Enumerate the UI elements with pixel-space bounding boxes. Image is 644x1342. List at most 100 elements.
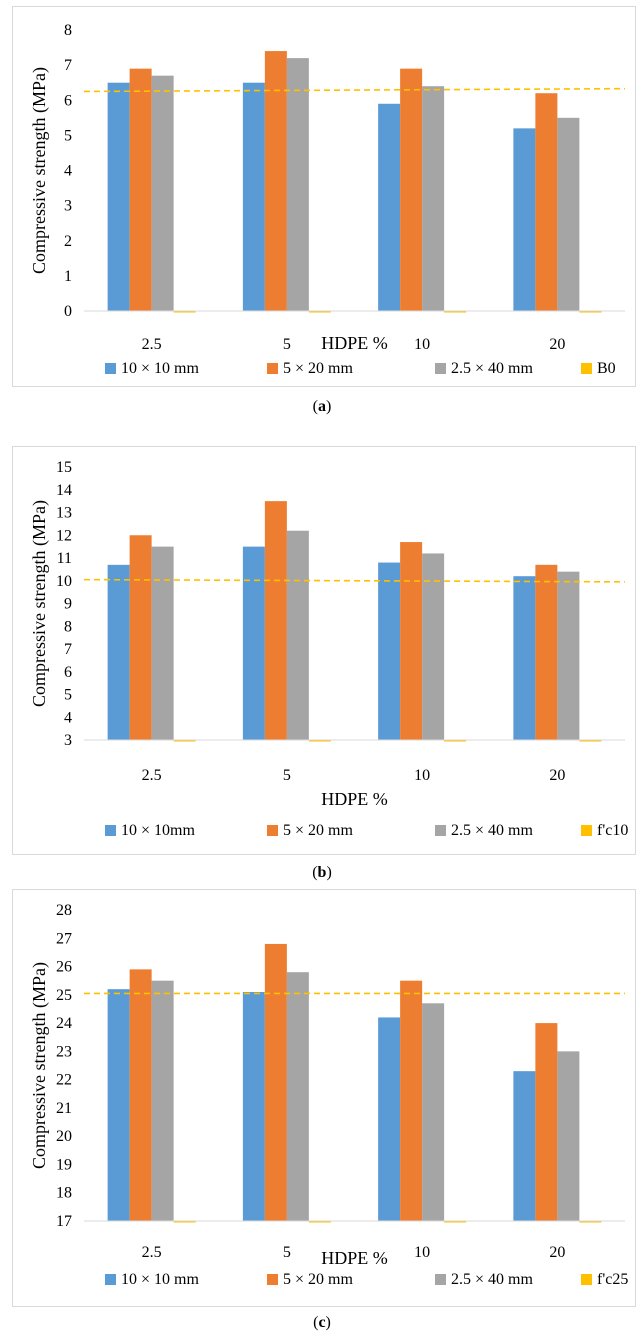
bar-10-10-mm [242, 82, 265, 311]
x-tick-label: 5 [283, 336, 291, 353]
bar-5-20-mm [129, 969, 152, 1221]
y-tick-label: 12 [56, 527, 72, 544]
y-tick-label: 2 [64, 233, 72, 250]
x-tick-label: 20 [549, 1244, 565, 1261]
y-tick-label: 24 [56, 1015, 72, 1032]
legend-label: 10 × 10mm [121, 822, 195, 839]
y-tick-label: 5 [64, 127, 72, 144]
bar-f-c10 [579, 740, 602, 742]
y-tick-label: 14 [56, 482, 72, 499]
x-tick-label: 10 [414, 1244, 430, 1261]
bar-b0 [173, 311, 196, 313]
chart-panel-c: 17 18 19 20 21 22 23 24 25 26 27 28 2.5 5 10 20 Compress… [12, 889, 636, 1307]
bar-f-c10 [173, 740, 196, 742]
chart-panel-b: 3 4 5 6 7 8 9 10 11 12 13 14 15 2.5 5 10 20 Compressive s… [12, 446, 636, 855]
bar-10-10-mm [378, 103, 401, 311]
bar-2-5-40-mm [286, 530, 309, 740]
bar-10-10-mm [242, 991, 265, 1221]
chart-panel-a: 0 1 2 3 4 5 6 7 8 2.5 5 10 20 Compressive strength (M… [12, 6, 636, 387]
bar-5-20-mm [264, 51, 287, 311]
bar-5-20-mm [400, 542, 423, 740]
legend-swatch [581, 825, 592, 836]
bar-chart-a: 0 1 2 3 4 5 6 7 8 2.5 5 10 20 Compressive strength (M… [29, 22, 626, 377]
bar-2-5-40-mm [151, 75, 174, 311]
bar-f-c25 [579, 1221, 602, 1223]
bar-2-5-40-mm [557, 1051, 580, 1221]
y-tick-label: 11 [57, 550, 72, 567]
y-tick-label: 6 [64, 92, 72, 109]
legend-swatch [105, 1274, 116, 1285]
bar-5-20-mm [264, 501, 287, 740]
y-tick-label: 15 [56, 459, 72, 476]
caption-c: (c) [313, 1314, 331, 1331]
x-axis-title: HDPE % [321, 1248, 388, 1268]
bar-f-c25 [444, 1221, 467, 1223]
y-tick-label: 23 [56, 1043, 72, 1060]
y-tick-label: 25 [56, 987, 72, 1004]
bar-b0 [308, 311, 331, 313]
y-tick-label: 22 [56, 1072, 72, 1089]
bar-2-5-40-mm [286, 972, 309, 1221]
x-tick-label: 2.5 [142, 1244, 162, 1261]
legend-swatch [581, 1274, 592, 1285]
bar-5-20-mm [535, 93, 558, 311]
legend-swatch [267, 363, 278, 374]
legend-swatch [581, 363, 592, 374]
legend-swatch [435, 825, 446, 836]
legend-label: B0 [597, 360, 616, 377]
bar-10-10mm [242, 546, 265, 740]
y-axis-title: Compressive strength (MPa) [29, 500, 50, 707]
x-tick-label: 20 [549, 767, 565, 784]
bar-b0 [579, 311, 602, 313]
y-tick-label: 7 [64, 641, 72, 658]
y-tick-label: 8 [64, 618, 72, 635]
x-tick-label: 10 [414, 336, 430, 353]
bar-chart-b: 3 4 5 6 7 8 9 10 11 12 13 14 15 2.5 5 10 20 Compressive s… [29, 459, 628, 839]
y-tick-label: 17 [56, 1213, 72, 1230]
y-axis-title: Compressive strength (MPa) [29, 67, 50, 274]
legend-label: 5 × 20 mm [283, 822, 353, 839]
reference-line [83, 578, 626, 583]
bar-f-c25 [308, 1221, 331, 1223]
y-tick-label: 13 [56, 505, 72, 522]
y-tick-label: 1 [64, 268, 72, 285]
legend-label: 10 × 10 mm [121, 360, 199, 377]
bar-2-5-40-mm [422, 86, 445, 311]
legend-label: 5 × 20 mm [283, 1271, 353, 1288]
bar-10-10mm [513, 576, 536, 740]
y-tick-label: 20 [56, 1128, 72, 1145]
legend-label: f'c25 [597, 1271, 628, 1288]
bar-10-10-mm [513, 128, 536, 311]
caption-b: (b) [312, 864, 332, 881]
bar-10-10-mm [378, 1017, 401, 1221]
bar-10-10-mm [513, 1071, 536, 1221]
bar-b0 [444, 311, 467, 313]
bar-10-10-mm [107, 82, 130, 311]
x-tick-label: 2.5 [142, 767, 162, 784]
bar-10-10mm [378, 562, 401, 740]
legend-label: 2.5 × 40 mm [451, 1271, 533, 1288]
x-tick-label: 10 [414, 767, 430, 784]
legend-swatch [435, 363, 446, 374]
y-tick-label: 4 [64, 163, 72, 180]
bar-5-20-mm [535, 564, 558, 740]
x-tick-label: 5 [283, 767, 291, 784]
y-tick-label: 19 [56, 1156, 72, 1173]
legend-swatch [105, 825, 116, 836]
legend-swatch [105, 363, 116, 374]
caption-a: (a) [312, 398, 332, 415]
bar-2-5-40-mm [422, 1003, 445, 1221]
y-tick-label: 8 [64, 22, 72, 39]
bar-5-20-mm [400, 980, 423, 1221]
y-tick-label: 18 [56, 1185, 72, 1202]
bar-5-20-mm [129, 535, 152, 740]
y-tick-label: 0 [64, 303, 72, 320]
x-axis-title: HDPE % [321, 333, 388, 353]
y-tick-label: 9 [64, 596, 72, 613]
y-tick-label: 26 [56, 959, 72, 976]
bar-f-c25 [173, 1221, 196, 1223]
y-tick-label: 3 [64, 198, 72, 215]
bar-5-20-mm [400, 68, 423, 311]
x-axis-title: HDPE % [321, 789, 388, 809]
bar-5-20-mm [129, 68, 152, 311]
